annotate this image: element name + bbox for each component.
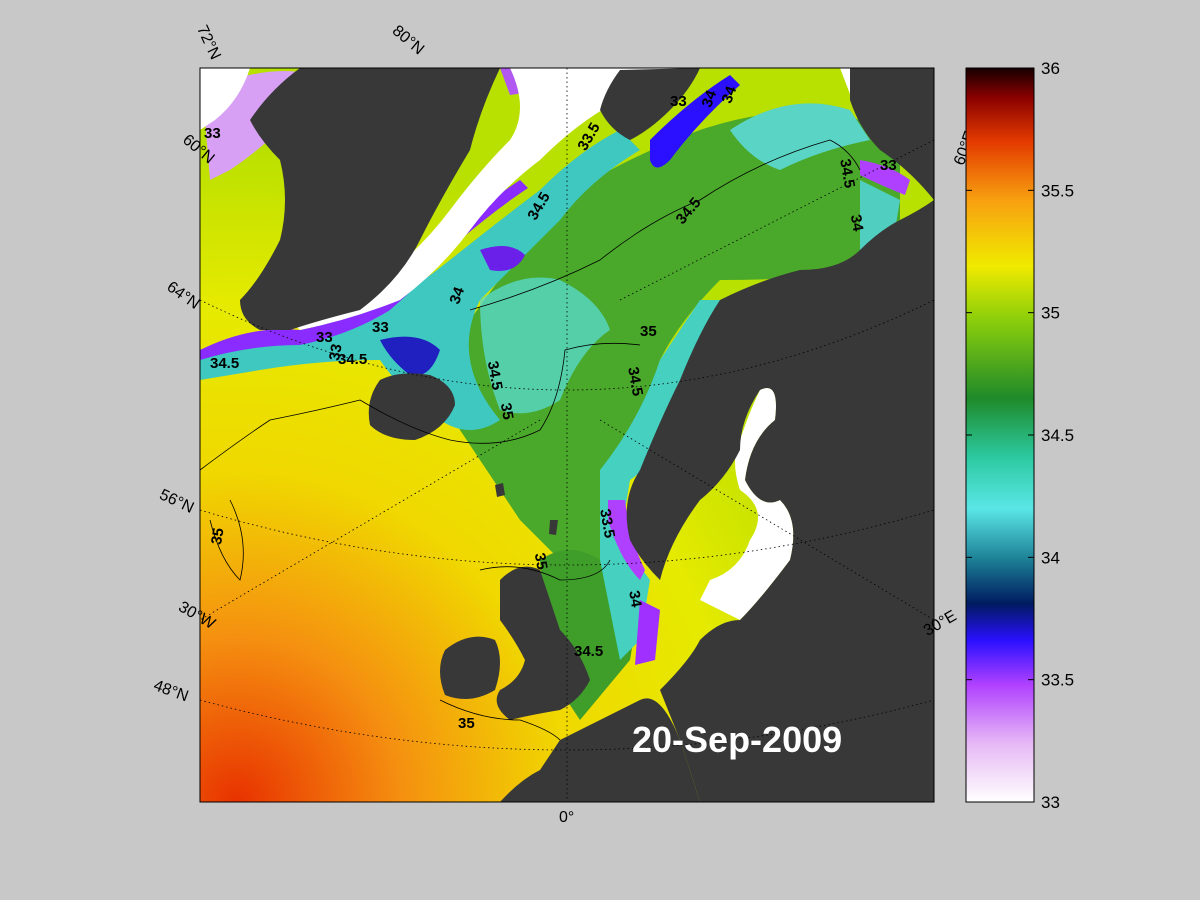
graticule-label-72n: 72°N bbox=[193, 23, 224, 63]
graticule-label-0: 0° bbox=[559, 809, 574, 826]
contour-label: 33 bbox=[880, 157, 897, 174]
fresh-edge-skagerrak bbox=[635, 600, 660, 665]
contour-line-34-5-norwegian bbox=[469, 139, 861, 311]
meridian-30w bbox=[200, 419, 541, 621]
contour-label: 34 bbox=[625, 589, 645, 609]
contour-label: 33 bbox=[316, 329, 333, 346]
fresh-edge-norway-coast bbox=[608, 500, 645, 580]
contour-label: 35 bbox=[458, 715, 475, 732]
baltic-white bbox=[700, 388, 794, 620]
parallel-48n bbox=[200, 699, 934, 751]
contour-label: 33 bbox=[204, 125, 221, 142]
scandinavia-land bbox=[626, 200, 934, 802]
date-label: 20-Sep-2009 bbox=[632, 719, 842, 760]
graticule-label-48n: 48°N bbox=[151, 677, 190, 705]
colorbar-tick-label: 35 bbox=[1041, 304, 1060, 323]
contour-label: 33 bbox=[670, 93, 687, 110]
colorbar-tick-label: 33.5 bbox=[1041, 671, 1074, 690]
graticule bbox=[200, 68, 934, 802]
faroe-islands bbox=[495, 483, 505, 497]
contour-line-35-south bbox=[439, 699, 561, 741]
graticule-label-64n: 64°N bbox=[164, 278, 203, 312]
map-frame bbox=[199, 67, 935, 803]
contour-label: 34.5 bbox=[210, 355, 239, 372]
shetland-islands bbox=[549, 520, 558, 535]
contour-label: 34.5 bbox=[836, 158, 858, 190]
contour-label: 33 bbox=[326, 343, 346, 362]
fresh-edge-barents bbox=[860, 160, 910, 195]
contour-label: 34.5 bbox=[574, 643, 603, 660]
iceland-land bbox=[368, 373, 455, 440]
fresh-patch-jan-mayen bbox=[480, 246, 525, 271]
novaya-zemlya-land bbox=[850, 68, 934, 200]
contour-label: 33.5 bbox=[596, 508, 618, 540]
fresh-edge-svalbard bbox=[650, 75, 740, 168]
teal-band-greenland bbox=[200, 130, 640, 430]
colorbar-tick-label: 33 bbox=[1041, 793, 1060, 812]
teal-band-norway bbox=[600, 300, 720, 660]
contour-label: 35 bbox=[640, 323, 657, 340]
contour-label: 34.5 bbox=[624, 366, 646, 398]
colorbar-tick-label: 34.5 bbox=[1041, 426, 1074, 445]
colorbar-gradient bbox=[965, 67, 1035, 803]
svalbard-land bbox=[600, 68, 700, 140]
contour-line-35-atlantic bbox=[200, 342, 641, 471]
greenland-land bbox=[240, 68, 500, 330]
contour-label: 34 bbox=[446, 284, 468, 306]
sea-ice-greenland-nw bbox=[200, 68, 250, 130]
contour-label: 35 bbox=[531, 552, 551, 571]
map-panel: 33 33 33 34.5 34 34.5 34.5 35 34.5 35 34… bbox=[200, 68, 934, 802]
colorbar-tick-label: 36 bbox=[1041, 59, 1060, 78]
colorbar-ticks: 36 35.5 35 34.5 34 33.5 33 bbox=[966, 59, 1074, 812]
contour-label: 35 bbox=[208, 527, 228, 546]
meridian-60e bbox=[619, 139, 934, 301]
salinity-contours bbox=[200, 139, 861, 741]
contour-label: 34 bbox=[847, 213, 867, 233]
graticule-label-80n: 80°N bbox=[389, 22, 427, 58]
contour-label: 34 bbox=[719, 84, 741, 106]
meridian-30e bbox=[599, 419, 934, 621]
fresh-edge-iceland-n bbox=[380, 336, 440, 376]
colorbar-tick-label: 34 bbox=[1041, 548, 1060, 567]
ireland-land bbox=[440, 636, 500, 699]
contour-line-35-north-sea bbox=[479, 559, 611, 581]
contour-line-35-west bbox=[209, 499, 244, 581]
graticule-label-56n: 56°N bbox=[157, 486, 197, 517]
parallel-64n bbox=[200, 299, 934, 391]
continental-europe-land bbox=[500, 698, 700, 802]
teal-patch-central bbox=[480, 277, 610, 414]
teal-patch-north bbox=[730, 103, 870, 170]
parallel-56n bbox=[200, 509, 934, 566]
colorbar-tick-label: 35.5 bbox=[1041, 181, 1074, 200]
contour-label: 33 bbox=[372, 319, 389, 336]
contour-label: 34 bbox=[699, 88, 721, 110]
contour-label: 35 bbox=[497, 402, 517, 421]
contour-label: 34.5 bbox=[484, 360, 506, 392]
colorbar: 36 35.5 35 34.5 34 33.5 33 bbox=[965, 59, 1074, 812]
contour-label: 34.5 bbox=[338, 351, 367, 368]
british-isles-land bbox=[496, 566, 590, 720]
sea-ice-fram bbox=[280, 68, 700, 330]
